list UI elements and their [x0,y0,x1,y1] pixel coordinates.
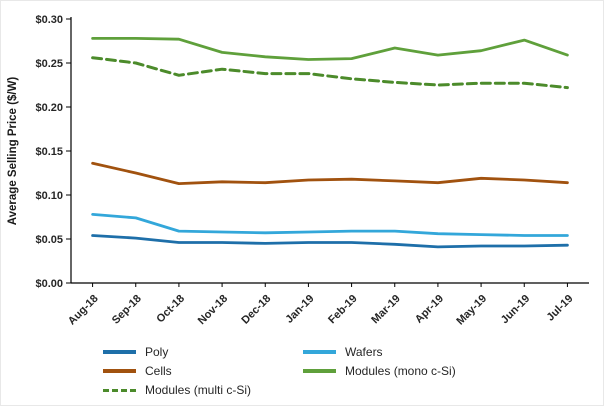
plot-area: $0.00 $0.05 $0.10 $0.15 $0.20 $0.25 $0.30 Aug-1… [35,14,589,327]
legend-label: Cells [145,364,172,378]
legend-item: Wafers [303,346,523,358]
legend-item: Poly [103,346,303,358]
x-tick-label: Jul-19 [545,293,576,324]
x-tick-label: Aug-18 [66,293,101,328]
y-tick-label: $0.00 [35,278,63,290]
y-tick-label: $0.05 [35,234,63,246]
x-tick-label: Jun-19 [499,293,533,327]
y-tick-label: $0.20 [35,102,63,114]
y-tick-label: $0.15 [35,146,63,158]
series-line-cells [91,161,569,186]
legend-swatch [103,388,136,392]
legend-swatch [303,350,336,354]
legend-label: Modules (mono c-Si) [345,364,456,378]
x-tick-label: Apr-19 [413,293,446,326]
series-line-modules-mono-c-si [91,37,569,61]
legend-item: Modules (mono c-Si) [303,365,523,377]
legend-item: Modules (multi c-Si) [103,384,303,396]
series-line-modules-multi-c-si [91,56,569,90]
series-line-wafers [91,212,569,237]
legend-label: Poly [145,345,169,359]
legend-label: Modules (multi c-Si) [145,383,252,397]
legend-swatch [103,350,136,354]
legend-label: Wafers [345,345,383,359]
x-tick-label: May-19 [454,293,489,328]
y-tick-label: $0.10 [35,190,63,202]
legend-swatch [103,369,136,373]
legend-swatch [303,369,336,373]
legend-item: Cells [103,365,303,377]
x-tick-label: Sep-18 [110,293,144,327]
x-tick-label: Mar-19 [369,293,403,327]
legend: Poly Wafers Cells Modules (mono c-Si) Module… [103,346,543,396]
chart-canvas: Average Selling Price ($/W) $0.00$0.05$0… [7,14,589,327]
x-tick-label: Feb-19 [326,293,360,327]
series-line-poly [91,234,569,249]
x-tick-label: Dec-18 [239,293,273,327]
y-tick-label: $0.30 [35,14,63,26]
y-axis-title: Average Selling Price ($/W) [7,77,19,226]
x-tick-label: Nov-18 [196,293,230,327]
x-tick-label: Jan-19 [283,293,316,326]
y-tick-label: $0.25 [35,58,63,70]
x-tick-label: Oct-18 [154,293,187,326]
